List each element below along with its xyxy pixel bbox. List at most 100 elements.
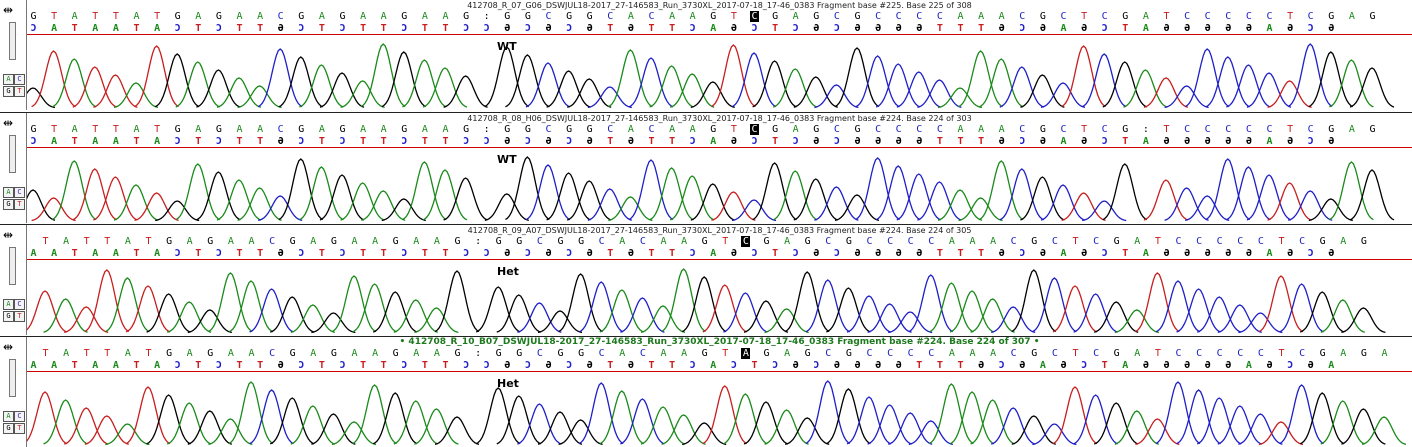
basecall[interactable]: A <box>380 11 387 22</box>
basecall[interactable]: C <box>269 236 276 247</box>
basecall[interactable]: C <box>1225 124 1232 135</box>
basecall[interactable]: G <box>710 124 717 135</box>
t-channel-button[interactable]: T <box>14 423 25 434</box>
basecall[interactable]: T <box>92 11 99 22</box>
basecall[interactable]: G <box>207 236 214 247</box>
basecall[interactable]: G <box>1031 348 1038 359</box>
basecall[interactable]: C <box>907 348 914 359</box>
basecall[interactable]: A <box>360 124 367 135</box>
basecall[interactable]: : <box>475 348 482 359</box>
basecall[interactable]: A <box>413 236 420 247</box>
basecall[interactable]: A <box>669 11 676 22</box>
basecall[interactable]: : <box>475 236 482 247</box>
a-channel-button[interactable]: A <box>3 299 14 310</box>
basecall[interactable]: C <box>1196 348 1203 359</box>
basecall[interactable]: C <box>1299 348 1306 359</box>
basecall[interactable]: C <box>1060 11 1067 22</box>
basecall[interactable]: G <box>1360 236 1367 247</box>
basecall[interactable]: G <box>1328 11 1335 22</box>
basecall[interactable]: G <box>339 11 346 22</box>
basecall[interactable]: G <box>1360 348 1367 359</box>
basecall[interactable]: G <box>524 124 531 135</box>
basecall[interactable]: A <box>681 236 688 247</box>
basecall[interactable]: C <box>1051 348 1058 359</box>
basecall[interactable]: A <box>948 236 955 247</box>
trace-track[interactable]: ⇹ A C G T 412708_R_09_A07_DSWJUL18-2017_… <box>0 224 1412 335</box>
basecall[interactable]: C <box>1101 124 1108 135</box>
basecall[interactable]: G <box>454 236 461 247</box>
basecall[interactable]: G <box>30 11 37 22</box>
basecall[interactable]: G <box>854 11 861 22</box>
basecall[interactable]: G <box>804 348 811 359</box>
basecall[interactable]: A <box>627 124 634 135</box>
basecall[interactable]: G <box>174 124 181 135</box>
basecall[interactable]: T <box>1072 348 1079 359</box>
basecall[interactable]: A <box>1348 11 1355 22</box>
basecall[interactable]: C <box>1257 236 1264 247</box>
basecall[interactable]: G <box>1319 236 1326 247</box>
basecall[interactable]: C <box>269 348 276 359</box>
basecall[interactable]: G <box>401 124 408 135</box>
basecall[interactable]: G <box>566 11 573 22</box>
basecall[interactable]: A <box>689 11 696 22</box>
basecall[interactable]: G <box>557 348 564 359</box>
basecall[interactable]: C <box>1299 236 1306 247</box>
basecall[interactable]: C <box>1237 348 1244 359</box>
basecall[interactable]: A <box>310 348 317 359</box>
basecall[interactable]: T <box>42 348 49 359</box>
selected-basecall[interactable]: C <box>750 124 759 135</box>
basecall[interactable]: A <box>442 11 449 22</box>
basecall[interactable]: A <box>195 11 202 22</box>
basecall[interactable]: T <box>722 236 729 247</box>
basecall[interactable]: T <box>51 124 58 135</box>
basecall[interactable]: C <box>866 348 873 359</box>
basecall[interactable]: A <box>63 348 70 359</box>
basecall[interactable]: C <box>1101 11 1108 22</box>
basecall[interactable]: A <box>236 124 243 135</box>
basecall[interactable]: T <box>1278 236 1285 247</box>
basecall[interactable]: T <box>145 236 152 247</box>
basecall[interactable]: G <box>215 124 222 135</box>
basecall[interactable]: C <box>277 124 284 135</box>
basecall[interactable]: A <box>998 124 1005 135</box>
c-channel-button[interactable]: C <box>14 299 25 310</box>
basecall[interactable]: A <box>978 124 985 135</box>
g-channel-button[interactable]: G <box>3 423 14 434</box>
basecall[interactable]: A <box>227 348 234 359</box>
basecall[interactable]: G <box>1122 11 1129 22</box>
basecall[interactable]: G <box>1369 11 1376 22</box>
basecall[interactable]: A <box>310 236 317 247</box>
basecall[interactable]: C <box>928 236 935 247</box>
basecall[interactable]: G <box>586 124 593 135</box>
basecall[interactable]: C <box>1093 236 1100 247</box>
basecall[interactable]: G <box>1039 11 1046 22</box>
basecall[interactable]: G <box>586 11 593 22</box>
basecall[interactable]: G <box>392 236 399 247</box>
basecall[interactable]: A <box>660 348 667 359</box>
basecall[interactable]: T <box>154 11 161 22</box>
basecall[interactable]: T <box>83 236 90 247</box>
basecall[interactable]: C <box>825 236 832 247</box>
basecall[interactable]: A <box>380 124 387 135</box>
basecall[interactable]: T <box>1154 348 1161 359</box>
basecall[interactable]: A <box>227 236 234 247</box>
basecall[interactable]: T <box>83 348 90 359</box>
zoom-slider[interactable] <box>9 135 16 173</box>
basecall[interactable]: C <box>895 11 902 22</box>
basecall[interactable]: A <box>957 11 964 22</box>
selected-basecall[interactable]: C <box>750 11 759 22</box>
basecall[interactable]: A <box>1340 236 1347 247</box>
basecall[interactable]: A <box>124 236 131 247</box>
basecall[interactable]: G <box>845 236 852 247</box>
basecall[interactable]: G <box>516 236 523 247</box>
basecall[interactable]: T <box>1287 11 1294 22</box>
basecall[interactable]: G <box>578 236 585 247</box>
basecall[interactable]: G <box>1031 236 1038 247</box>
basecall[interactable]: A <box>372 348 379 359</box>
basecall[interactable]: C <box>1216 236 1223 247</box>
basecall[interactable]: T <box>730 11 737 22</box>
basecall[interactable]: T <box>145 348 152 359</box>
basecall[interactable]: C <box>277 11 284 22</box>
basecall[interactable]: G <box>578 348 585 359</box>
basecall[interactable]: C <box>1184 124 1191 135</box>
